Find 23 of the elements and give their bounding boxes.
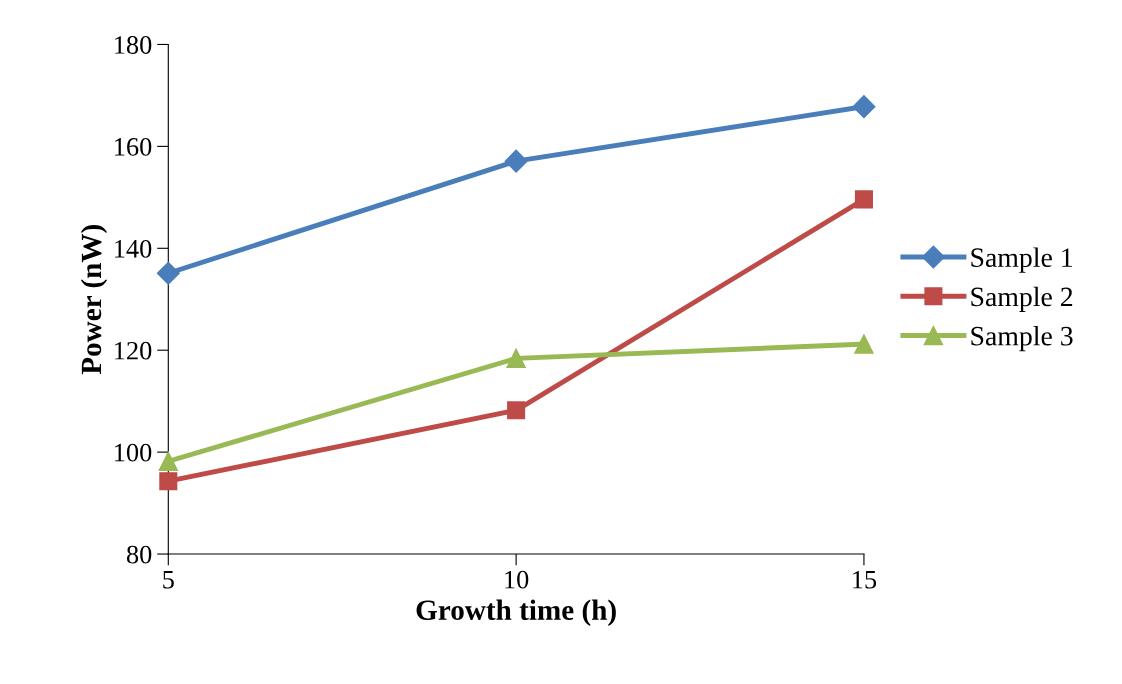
point bbox=[504, 149, 528, 173]
point bbox=[507, 401, 526, 420]
point bbox=[158, 451, 179, 472]
x-tick-label: 5 bbox=[163, 571, 174, 589]
y-tick-label: 120 bbox=[115, 341, 152, 360]
point bbox=[506, 348, 526, 369]
y-tick-label: 140 bbox=[115, 239, 152, 258]
y-tick-label: 180 bbox=[115, 36, 152, 54]
y-tick-label: 80 bbox=[126, 545, 152, 564]
point bbox=[854, 190, 873, 209]
point bbox=[854, 334, 874, 354]
y-tick-label: 160 bbox=[115, 137, 152, 156]
point bbox=[156, 261, 180, 285]
x-axis-title: Growth time (h) bbox=[416, 599, 616, 626]
y-axis-title: Power (nW) bbox=[80, 225, 108, 375]
x-tick-label: 15 bbox=[853, 570, 877, 589]
legend-label: Sample 3 bbox=[971, 325, 1073, 352]
y-tick-label: 100 bbox=[115, 443, 152, 462]
legend-label: Sample 1 bbox=[971, 247, 1073, 273]
legend-label: Sample 2 bbox=[971, 286, 1073, 312]
point bbox=[852, 95, 876, 119]
point bbox=[159, 472, 178, 491]
x-tick-label: 10 bbox=[505, 570, 529, 589]
